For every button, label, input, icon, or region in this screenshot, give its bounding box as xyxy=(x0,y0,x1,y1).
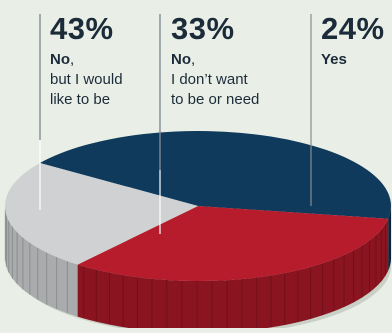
pie-slice xyxy=(4,162,199,265)
slice-description-line: I don’t want xyxy=(171,71,248,88)
slice-answer: No xyxy=(171,51,191,68)
callout-no-dont-want: 33% No, I don’t want to be or need xyxy=(171,11,260,109)
pie-slice-side xyxy=(5,206,78,317)
callout-no-would-like: 43% No, but I would like to be xyxy=(50,11,123,109)
slice-value-label: 33% xyxy=(171,11,235,46)
callout-yes: 24% Yes xyxy=(321,12,385,70)
slice-description-line: like to be xyxy=(50,91,111,108)
pie-slice-side xyxy=(388,206,391,271)
slice-description-line: but I would xyxy=(50,71,123,88)
pie-slice xyxy=(39,131,391,219)
slice-description-line: to be or need xyxy=(171,91,260,108)
slice-value-label: 24% xyxy=(321,11,385,46)
slice-value-label: 43% xyxy=(50,11,114,46)
slice-answer: No xyxy=(50,51,70,68)
slice-answer: Yes xyxy=(321,51,347,68)
pie-slice-side xyxy=(77,218,389,333)
pie-slice xyxy=(77,206,389,282)
